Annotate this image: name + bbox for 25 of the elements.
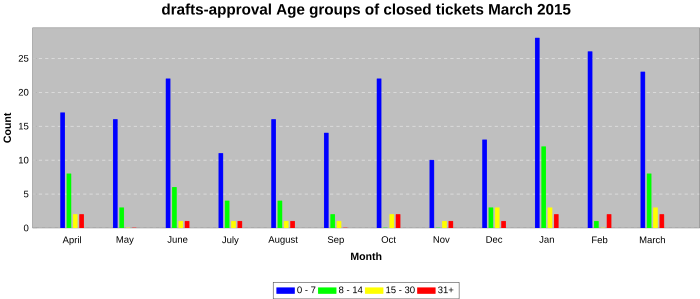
x-tick-label: July	[222, 236, 239, 246]
y-tick-label: 5	[24, 190, 28, 198]
y-tick-label: 20	[18, 88, 28, 96]
y-tick-label: 15	[18, 122, 28, 130]
y-tick-label: 0	[24, 224, 28, 232]
x-tick-label: Dec	[486, 236, 502, 243]
x-tick-label: Oct	[382, 236, 396, 243]
x-tick-label: June	[167, 236, 188, 243]
x-tick-label: April	[62, 236, 81, 246]
y-axis-title: Count	[4, 112, 11, 143]
legend-label: 8 - 14	[338, 286, 363, 294]
x-tick-label: Feb	[592, 236, 608, 244]
y-tick-label: 10	[18, 156, 28, 164]
x-tick-label: May	[116, 236, 134, 245]
legend-label: 15 - 30	[386, 286, 415, 294]
x-tick-label: Nov	[434, 236, 450, 243]
x-tick-label: August	[268, 236, 298, 245]
x-tick-label: Jan	[539, 236, 554, 243]
y-tick-label: 25	[18, 54, 28, 62]
chart-title: drafts-approval Age groups of closed tickets March 2015	[162, 3, 570, 18]
x-tick-label: March	[640, 236, 665, 244]
x-tick-label: Sep	[328, 236, 344, 245]
legend-label: 31+	[438, 286, 454, 294]
legend-label: 0 - 7	[297, 286, 316, 294]
x-axis-title: Month	[351, 252, 382, 260]
